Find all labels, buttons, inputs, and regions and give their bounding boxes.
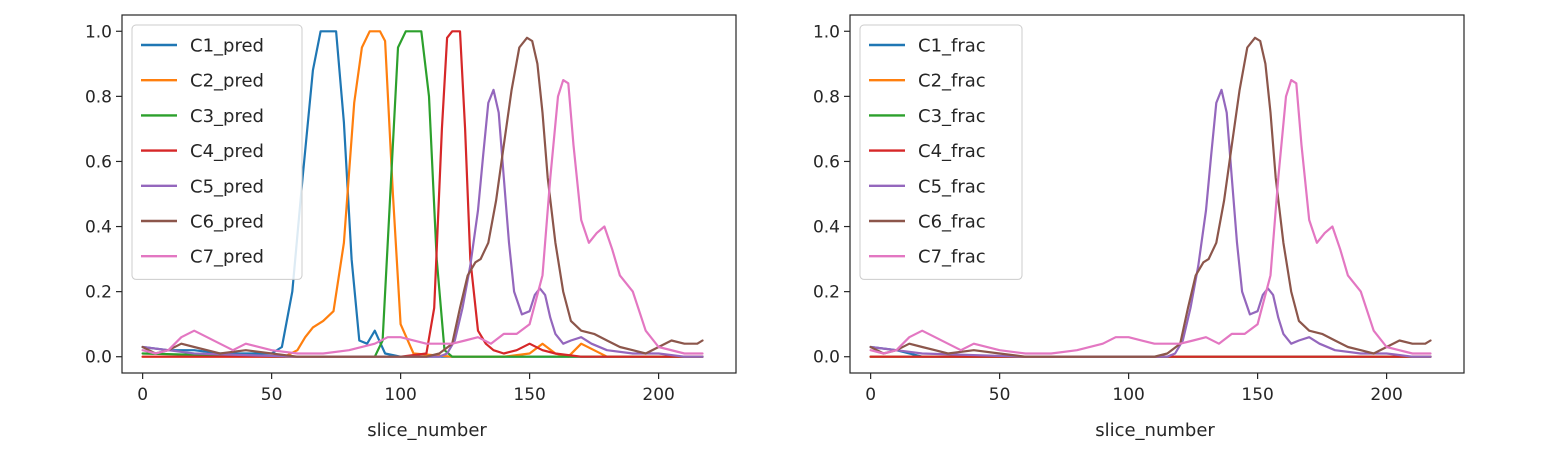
y-tick-label: 0.6 [85, 152, 112, 172]
legend-label-C2_frac: C2_frac [918, 71, 986, 92]
x-tick-label: 100 [384, 385, 416, 405]
x-tick-label: 100 [1112, 385, 1144, 405]
legend-box [859, 24, 1023, 280]
y-tick-label: 1.0 [813, 22, 840, 42]
y-tick-label: 0.8 [85, 87, 112, 107]
x-tick-label: 50 [989, 385, 1011, 405]
y-tick-label: 0.0 [813, 348, 840, 368]
axes-frame [849, 14, 1465, 374]
legend-label-C4_frac: C4_frac [918, 141, 986, 162]
y-tick-label: 0.6 [813, 152, 840, 172]
series-line-C6_frac [869, 36, 1432, 358]
x-axis-label: slice_number [367, 420, 487, 441]
series-line-C5_pred [141, 88, 704, 358]
axes-frame [121, 14, 737, 374]
legend-label-C1_pred: C1_pred [190, 36, 264, 57]
x-tick-label: 200 [642, 385, 674, 405]
series-line-C6_pred [141, 36, 704, 358]
chart-panel-1: 0 50 100 150 200 0.0 0.2 0.4 0.6 0.8 1.0 slice_numb… [85, 14, 737, 441]
legend-label-C4_pred: C4_pred [190, 141, 264, 162]
y-tick-label: 0.8 [813, 87, 840, 107]
legend-label-C7_pred: C7_pred [190, 247, 264, 268]
legend-label-C7_frac: C7_frac [918, 247, 986, 268]
legend-label-C6_frac: C6_frac [918, 212, 986, 233]
y-tick-label: 1.0 [85, 22, 112, 42]
legend-label-C2_pred: C2_pred [190, 71, 264, 92]
series-line-C7_frac [869, 78, 1432, 355]
legend: C1_pred C2_pred C3_pred C4_pred C5_pred C6_pr… [131, 24, 303, 280]
legend-label-C5_frac: C5_frac [918, 176, 986, 197]
x-axis-label: slice_number [1095, 420, 1215, 441]
legend-label-C1_frac: C1_frac [918, 36, 986, 57]
series-line-C3_pred [141, 30, 704, 358]
legend: C1_frac C2_frac C3_frac C4_frac C5_frac C6_fr… [859, 24, 1023, 280]
y-tick-label: 0.4 [85, 218, 112, 238]
y-tick-label: 0.2 [85, 283, 112, 303]
x-tick-label: 0 [865, 385, 876, 405]
series-line-C7_pred [141, 78, 704, 355]
x-tick-label: 150 [1241, 385, 1273, 405]
legend-box [131, 24, 303, 280]
legend-label-C3_frac: C3_frac [918, 106, 986, 127]
x-tick-label: 0 [137, 385, 148, 405]
y-tick-label: 0.2 [813, 283, 840, 303]
x-tick-label: 150 [513, 385, 545, 405]
legend-label-C6_pred: C6_pred [190, 212, 264, 233]
x-tick-label: 50 [261, 385, 283, 405]
series-group [141, 30, 704, 358]
legend-label-C3_pred: C3_pred [190, 106, 264, 127]
chart-panel-2: 0 50 100 150 200 0.0 0.2 0.4 0.6 0.8 1.0 slice_numb… [813, 14, 1465, 441]
y-tick-label: 0.0 [85, 348, 112, 368]
series-group [869, 36, 1432, 358]
x-tick-label: 200 [1370, 385, 1402, 405]
series-line-C5_frac [869, 88, 1432, 358]
legend-label-C5_pred: C5_pred [190, 176, 264, 197]
y-tick-label: 0.4 [813, 218, 840, 238]
